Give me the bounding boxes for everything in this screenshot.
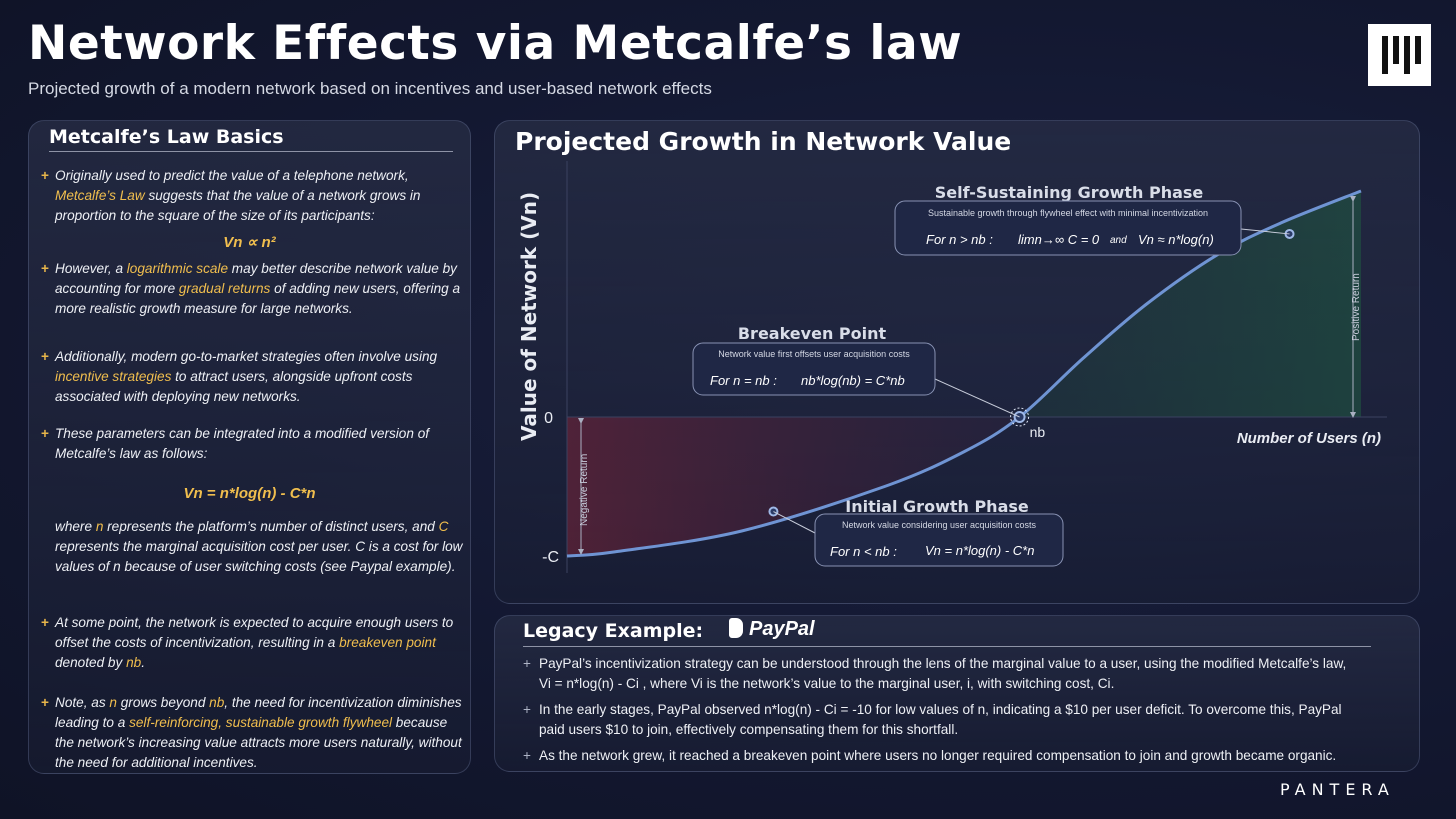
initial-condition: For n < nb : (830, 544, 897, 559)
breakeven-condition: For n = nb : (710, 373, 777, 388)
plus-icon: + (523, 656, 531, 671)
divider (523, 646, 1371, 647)
chart-heading: Projected Growth in Network Value (515, 127, 1012, 156)
brand-wordmark: PANTERA (1280, 780, 1395, 799)
initial-leader-line (773, 511, 816, 534)
metcalfe-basics-panel: Metcalfe’s Law Basics + Originally used … (28, 120, 471, 774)
legacy-heading: Legacy Example: (523, 620, 704, 642)
paypal-p-icon (729, 618, 743, 638)
initial-growth-title: Initial Growth Phase (845, 497, 1029, 516)
breakeven-ring (1010, 407, 1030, 427)
initial-formula: Vn = n*log(n) - C*n (925, 543, 1034, 558)
breakeven-box (692, 342, 936, 396)
self-sustaining-box (894, 200, 1242, 256)
logo-icon (1382, 36, 1421, 74)
bullet-4: + These parameters can be integrated int… (41, 426, 430, 461)
breakeven-desc: Network value first offsets user acquisi… (718, 349, 910, 359)
tick-neg-c: -C (542, 549, 559, 566)
bullet-2: + However, a logarithmic scale may bette… (41, 261, 461, 316)
self-and: and (1110, 235, 1127, 246)
positive-return-label: Positive Return (1351, 273, 1362, 341)
formula-metcalfe: Vn ∝ n² (223, 234, 276, 251)
legacy-bullet-2: + In the early stages, PayPal observed n… (523, 702, 1342, 737)
plus-icon: + (41, 168, 49, 183)
divider (49, 151, 453, 152)
plus-icon: + (41, 426, 49, 441)
negative-area (567, 417, 1020, 556)
self-sustaining-title: Self-Sustaining Growth Phase (935, 183, 1204, 202)
y-axis-label: Value of Network (Vn) (517, 192, 541, 441)
self-leader-line (1240, 228, 1290, 235)
page-title: Network Effects via Metcalfe’s law (28, 16, 963, 71)
breakeven-formula: nb*log(nb) = C*nb (801, 373, 905, 388)
basics-heading: Metcalfe’s Law Basics (49, 126, 284, 148)
breakeven-point (1013, 411, 1026, 423)
breakeven-title: Breakeven Point (738, 324, 887, 343)
pantera-logo (1368, 24, 1431, 86)
self-value-formula: Vn ≈ n*log(n) (1138, 232, 1214, 247)
legacy-example-panel: Legacy Example: PayPal + PayPal’s incent… (494, 615, 1420, 772)
positive-area (999, 191, 1361, 432)
initial-growth-box (814, 513, 1064, 567)
self-sustaining-desc: Sustainable growth through flywheel effe… (928, 208, 1208, 218)
breakeven-leader-line (934, 378, 1020, 418)
bullet-3: + Additionally, modern go-to-market stra… (41, 349, 438, 404)
plus-icon: + (41, 615, 49, 630)
chart-panel: Projected Growth in Network Value 0 -C V… (494, 120, 1420, 604)
plus-icon: + (41, 695, 49, 710)
plus-icon: + (523, 702, 531, 717)
bullet-5: + At some point, the network is expected… (41, 615, 454, 670)
formula-modified: Vn = n*log(n) - C*n (183, 485, 316, 502)
bullet-4-detail: where n represents the platform’s number… (55, 519, 463, 574)
self-limit-formula: limn→∞ C = 0 (1018, 232, 1100, 247)
self-condition: For n > nb : (926, 232, 993, 247)
bullet-6: + Note, as n grows beyond nb, the need f… (41, 695, 462, 770)
plus-icon: + (523, 748, 531, 763)
negative-return-label: Negative Return (579, 454, 590, 526)
bullet-1: + Originally used to predict the value o… (41, 168, 421, 223)
legacy-bullet-3: + As the network grew, it reached a brea… (523, 746, 1353, 766)
breakeven-nb-label: nb (1030, 424, 1046, 440)
tick-zero: 0 (544, 410, 553, 427)
initial-growth-desc: Network value considering user acquisiti… (842, 520, 1037, 530)
legacy-bullet-1: + PayPal’s incentivization strategy can … (523, 656, 1347, 691)
plus-icon: + (41, 261, 49, 276)
growth-chart: 0 -C Value of Network (Vn) Number of Use… (517, 161, 1387, 573)
plus-icon: + (41, 349, 49, 364)
x-axis-label: Number of Users (n) (1237, 430, 1381, 447)
page-subtitle: Projected growth of a modern network bas… (28, 79, 712, 98)
paypal-logo: PayPal (729, 618, 815, 641)
